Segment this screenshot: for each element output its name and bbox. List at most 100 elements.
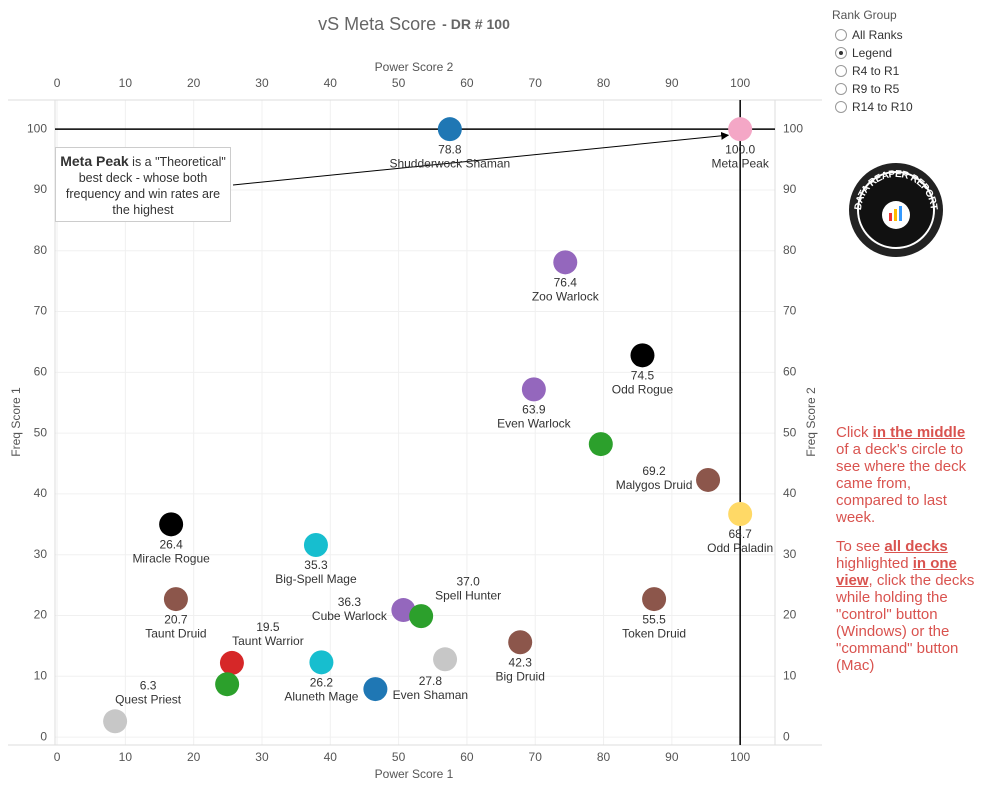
x2-tick-label: 60 <box>460 76 474 90</box>
score-label: 74.5 <box>631 368 655 382</box>
point <box>215 672 240 697</box>
score-label: 35.3 <box>304 558 328 572</box>
point <box>433 647 458 672</box>
point-label: Miracle Rogue <box>132 551 210 565</box>
y2-tick-label: 40 <box>783 486 797 500</box>
help-segment: Click <box>836 424 873 441</box>
radio[interactable] <box>835 83 847 95</box>
point <box>309 650 334 675</box>
title: vS Meta Score <box>318 14 436 34</box>
filter-option[interactable]: All Ranks <box>832 26 977 44</box>
y-tick-label: 90 <box>34 182 48 196</box>
x-tick-label: 80 <box>597 750 611 764</box>
help-segment: To see <box>836 538 885 555</box>
logo-bar <box>894 209 897 221</box>
radio[interactable] <box>835 65 847 77</box>
help-segment: in the middle <box>872 424 966 441</box>
point-label: Malygos Druid <box>616 478 693 492</box>
point-label: Shudderwock Shaman <box>389 156 510 170</box>
x-tick-label: 70 <box>529 750 543 764</box>
x-tick-label: 30 <box>255 750 269 764</box>
x2-tick-label: 40 <box>324 76 338 90</box>
point-label: Cube Warlock <box>312 609 388 623</box>
point-label: Odd Paladin <box>707 541 773 555</box>
y-tick-label: 50 <box>34 425 48 439</box>
x2-tick-label: 0 <box>54 76 61 90</box>
point <box>630 343 655 368</box>
option-label: All Ranks <box>852 28 903 42</box>
y-tick-label: 70 <box>34 304 48 318</box>
y-tick-label: 80 <box>34 243 48 257</box>
radio[interactable] <box>835 29 847 41</box>
score-label: 69.2 <box>642 464 666 478</box>
point <box>728 117 753 142</box>
score-label: 6.3 <box>140 678 157 692</box>
point-label: Big Druid <box>496 669 545 683</box>
filter-option[interactable]: R9 to R5 <box>832 80 977 98</box>
point <box>159 512 184 537</box>
radio[interactable] <box>835 101 847 113</box>
score-label: 37.0 <box>456 574 480 588</box>
point <box>642 587 667 612</box>
subtitle: - DR # 100 <box>442 16 510 32</box>
x-tick-label: 60 <box>460 750 474 764</box>
help-segment: of a deck's circle to see where the deck… <box>836 441 967 526</box>
chart-title: vS Meta Score - DR # 100 <box>318 14 510 34</box>
help-paragraph: Click in the middle of a deck's circle t… <box>836 424 976 526</box>
y2-tick-label: 100 <box>783 121 803 135</box>
point <box>363 677 388 702</box>
x2-tick-label: 50 <box>392 76 406 90</box>
point-label: Even Shaman <box>393 688 468 702</box>
y2-tick-label: 50 <box>783 425 797 439</box>
annotation-bold: Meta Peak <box>60 153 129 169</box>
point-label: Meta Peak <box>711 156 769 170</box>
x-tick-label: 100 <box>730 750 750 764</box>
y2-tick-label: 80 <box>783 243 797 257</box>
x-axis-title: Power Score 1 <box>375 767 454 781</box>
x2-tick-label: 100 <box>730 76 750 90</box>
point-label: Quest Priest <box>115 692 182 706</box>
y2-tick-label: 30 <box>783 547 797 561</box>
help-segment: in one view <box>836 555 957 589</box>
x-tick-label: 10 <box>119 750 133 764</box>
filter-options: All Ranks Legend R4 to R1 R9 to R5 R14 to R1… <box>832 26 977 116</box>
filter-panel: Rank Group All Ranks Legend R4 to R1 R9 to … <box>832 8 977 116</box>
x-tick-label: 90 <box>665 750 679 764</box>
score-label: 36.3 <box>338 595 362 609</box>
y2-tick-label: 90 <box>783 182 797 196</box>
x-tick-label: 0 <box>54 750 61 764</box>
filter-option[interactable]: R4 to R1 <box>832 62 977 80</box>
point <box>409 604 434 629</box>
point <box>437 117 462 142</box>
filter-option[interactable]: Legend <box>832 44 977 62</box>
point <box>103 709 128 734</box>
option-label: R9 to R5 <box>852 82 900 96</box>
score-label: 26.4 <box>159 537 183 551</box>
point <box>588 432 613 457</box>
score-label: 78.8 <box>438 142 462 156</box>
point <box>553 250 578 275</box>
x2-tick-label: 90 <box>665 76 679 90</box>
score-label: 68.7 <box>728 527 752 541</box>
y-tick-label: 10 <box>34 668 48 682</box>
y2-axis-title: Freq Score 2 <box>804 387 818 457</box>
point-label: Odd Rogue <box>612 382 674 396</box>
point <box>303 532 328 557</box>
point-label: Taunt Warrior <box>232 634 304 648</box>
point-label: Zoo Warlock <box>532 289 600 303</box>
annotation: Meta Peak is a "Theoretical" best deck -… <box>55 147 231 222</box>
point <box>163 587 188 612</box>
point <box>508 630 533 655</box>
logo: DATA REAPER REPORT <box>849 163 943 257</box>
option-label: R14 to R10 <box>852 100 913 114</box>
x2-tick-label: 70 <box>529 76 543 90</box>
filter-option[interactable]: R14 to R10 <box>832 98 977 116</box>
point-label: Spell Hunter <box>435 588 501 602</box>
radio[interactable] <box>835 47 847 59</box>
y2-tick-label: 70 <box>783 304 797 318</box>
point-label: Big-Spell Mage <box>275 572 357 586</box>
point <box>728 501 753 526</box>
x-tick-label: 20 <box>187 750 201 764</box>
x2-tick-label: 10 <box>119 76 133 90</box>
